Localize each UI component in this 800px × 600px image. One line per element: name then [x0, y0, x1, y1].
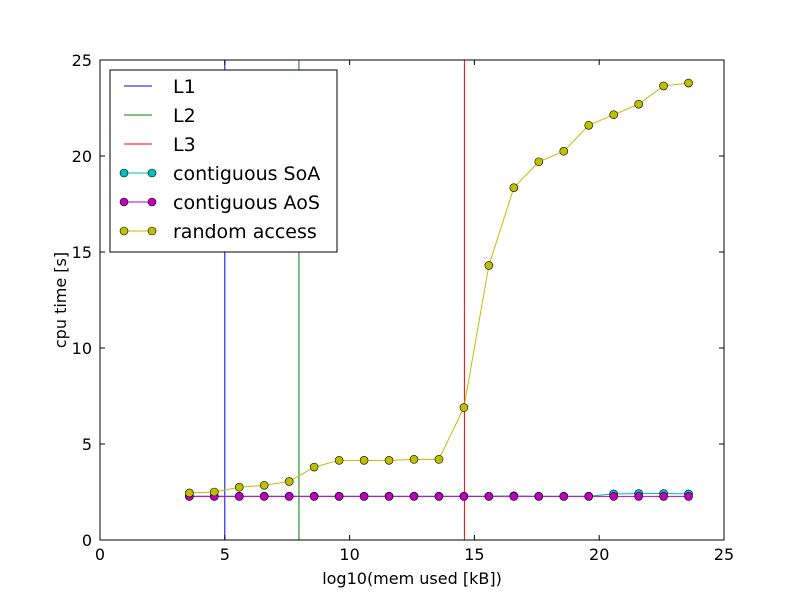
legend: L1 L2 L3 contiguous SoA contiguous AoS random…: [109, 69, 338, 253]
series-2-point: [259, 480, 269, 490]
x-tick-label: 15: [464, 545, 484, 564]
series-2-point: [534, 157, 544, 167]
series-1-point: [584, 492, 594, 501]
series-2-point: [409, 455, 419, 464]
series-2-point: [210, 487, 219, 497]
series-2-point: [659, 81, 668, 91]
series-2-point: [359, 456, 369, 465]
series-1-point: [284, 492, 294, 501]
series-2-point: [384, 456, 394, 465]
legend-label: contiguous SoA: [173, 163, 320, 185]
y-tick-label: 20: [72, 147, 92, 166]
series-2-point: [559, 146, 569, 156]
series-1-point: [659, 492, 668, 501]
y-axis-label: cpu time [s]: [51, 252, 70, 348]
series-2-point: [684, 78, 693, 88]
x-tick-label: 5: [220, 545, 230, 564]
legend-label: random access: [173, 221, 317, 243]
series-1-point: [234, 492, 244, 501]
y-tick-label: 5: [82, 435, 92, 454]
legend-marker: [147, 168, 157, 178]
series-1-point: [434, 492, 444, 501]
series-1-point: [609, 492, 618, 501]
series-2-point: [609, 110, 618, 120]
legend-label: L3: [173, 134, 196, 156]
series-2-point: [309, 462, 319, 472]
series-2-point: [484, 261, 494, 270]
series-2-point: [584, 120, 594, 130]
legend-label: L2: [173, 105, 196, 127]
series-1-point: [259, 492, 269, 501]
y-tick-label: 15: [72, 243, 92, 262]
series-2-point: [434, 455, 444, 464]
x-tick-label: 10: [339, 545, 359, 564]
legend-marker: [119, 226, 129, 236]
legend-marker: [147, 197, 157, 207]
series-2-point: [634, 99, 643, 109]
legend-box: [109, 69, 338, 253]
series-1-point: [684, 492, 693, 501]
legend-marker: [119, 197, 129, 207]
x-tick-label: 25: [714, 545, 734, 564]
series-2-point: [185, 488, 194, 498]
series-1-point: [484, 492, 494, 501]
series-1-point: [534, 492, 544, 501]
legend-marker: [147, 226, 157, 236]
series-layer: [185, 78, 693, 501]
series-2-point: [234, 482, 244, 492]
series-1-point: [359, 492, 369, 501]
x-tick-label: 0: [95, 545, 105, 564]
series-1-point: [334, 492, 344, 501]
series-1-point: [509, 492, 519, 501]
series-1-point: [459, 492, 469, 501]
y-tick-label: 0: [82, 531, 92, 550]
series-1-point: [559, 492, 569, 501]
series-2-point: [284, 477, 294, 486]
legend-label: L1: [173, 76, 196, 98]
x-axis-label: log10(mem used [kB]): [322, 569, 502, 588]
x-tick-label: 20: [589, 545, 609, 564]
series-2-point: [459, 403, 469, 412]
series-1-point: [384, 492, 394, 501]
plot-frame: [99, 59, 725, 541]
series-1-point: [309, 492, 319, 501]
series-2-point: [509, 183, 519, 192]
series-1-point: [409, 492, 419, 501]
legend-label: contiguous AoS: [173, 192, 320, 214]
series-1-point: [634, 492, 643, 501]
legend-marker: [119, 168, 129, 178]
axis-ticks: 0 5 10 15 20 25 0 5 10 15 20 25: [72, 51, 735, 564]
series-2-point: [334, 456, 344, 465]
y-tick-label: 25: [72, 51, 92, 70]
y-tick-label: 10: [72, 339, 92, 358]
